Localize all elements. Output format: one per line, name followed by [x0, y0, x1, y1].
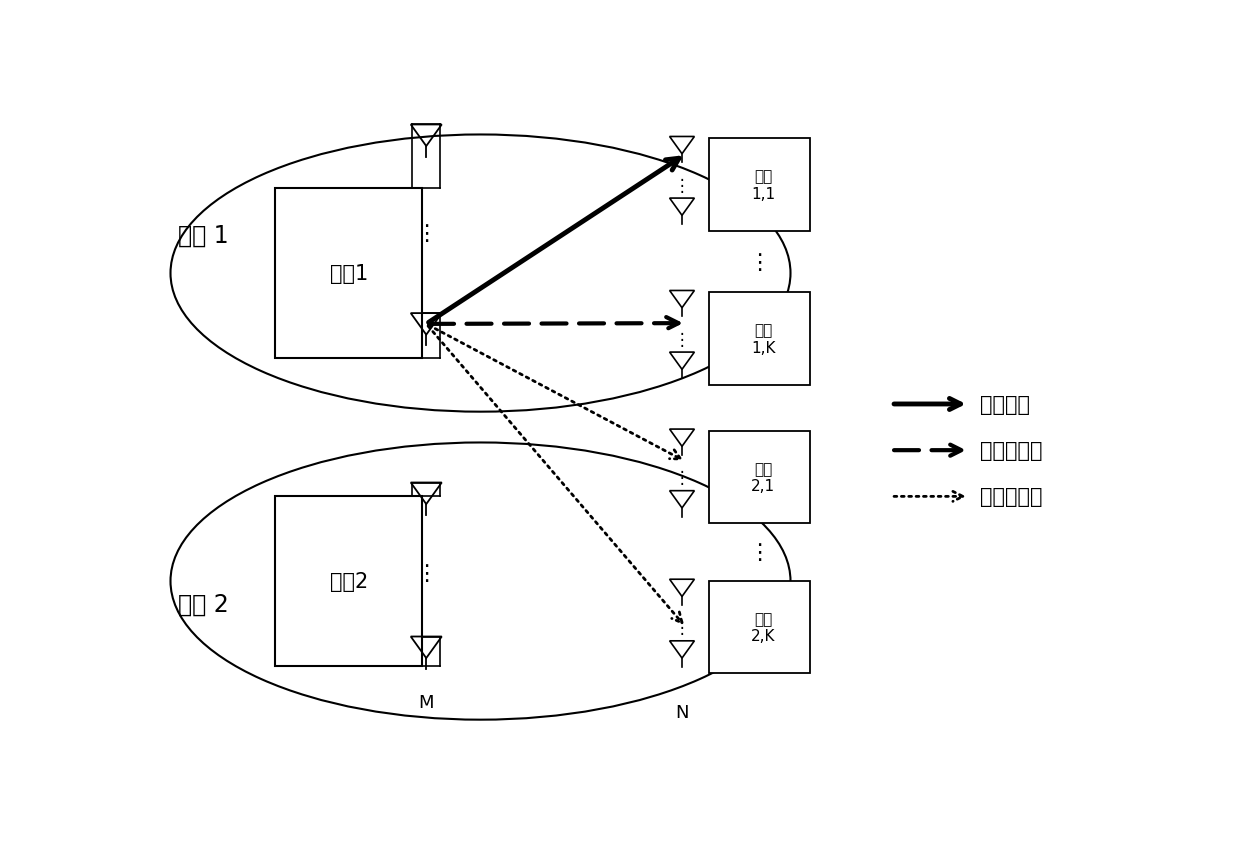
- Text: 小区内干扰: 小区内干扰: [981, 440, 1043, 461]
- Text: ⋮: ⋮: [673, 176, 691, 194]
- Text: N: N: [676, 703, 688, 721]
- Text: ⋮: ⋮: [673, 619, 691, 636]
- Text: ⋮: ⋮: [749, 543, 770, 562]
- Text: 终端
1,K: 终端 1,K: [751, 323, 776, 355]
- Text: 小区 2: 小区 2: [179, 592, 229, 617]
- Text: ⋮: ⋮: [673, 469, 691, 486]
- Text: 终端
1,1: 终端 1,1: [751, 169, 775, 201]
- FancyBboxPatch shape: [709, 431, 810, 524]
- Text: ⋮: ⋮: [415, 223, 438, 244]
- Text: 终端
2,K: 终端 2,K: [751, 612, 776, 644]
- Text: ⋮: ⋮: [415, 564, 438, 584]
- FancyBboxPatch shape: [275, 189, 423, 359]
- Text: ⋮: ⋮: [749, 252, 770, 272]
- Text: 期望信号: 期望信号: [981, 394, 1030, 414]
- Text: 小区 1: 小区 1: [179, 223, 229, 247]
- FancyBboxPatch shape: [709, 139, 810, 232]
- Text: 终端
2,1: 终端 2,1: [751, 462, 775, 494]
- Text: 基站1: 基站1: [330, 264, 368, 284]
- Text: ⋮: ⋮: [673, 330, 691, 348]
- FancyBboxPatch shape: [709, 293, 810, 385]
- Text: M: M: [419, 693, 434, 711]
- Text: 基站2: 基站2: [330, 572, 368, 591]
- FancyBboxPatch shape: [275, 497, 423, 666]
- Text: 小区间干扰: 小区间干扰: [981, 486, 1043, 507]
- FancyBboxPatch shape: [709, 581, 810, 674]
